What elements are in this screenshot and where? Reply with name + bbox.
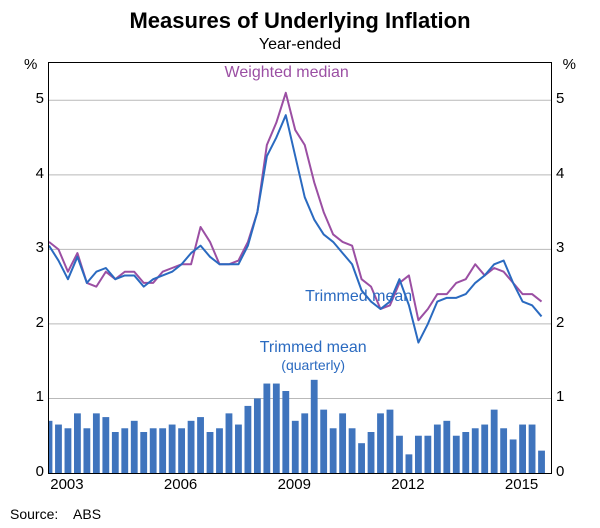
y-tick-right: 1: [556, 388, 600, 405]
x-tick-label: 2003: [50, 476, 83, 493]
y-tick-left: 3: [0, 239, 44, 256]
x-tick-label: 2009: [278, 476, 311, 493]
x-tick-label: 2006: [164, 476, 197, 493]
source-value: ABS: [73, 506, 101, 522]
chart-subtitle: Year-ended: [0, 34, 600, 54]
y-unit-right: %: [563, 56, 576, 73]
y-tick-right: 3: [556, 239, 600, 256]
y-tick-right: 0: [556, 463, 600, 480]
source-label: Source:: [10, 506, 58, 522]
x-tick-label: 2015: [505, 476, 538, 493]
inflation-chart: Measures of Underlying Inflation Year-en…: [0, 0, 600, 528]
chart-title: Measures of Underlying Inflation: [0, 0, 600, 34]
source-line: Source: ABS: [10, 506, 101, 522]
series-label: Trimmed mean(quarterly): [260, 339, 367, 373]
y-tick-right: 4: [556, 165, 600, 182]
y-tick-left: 5: [0, 90, 44, 107]
y-tick-right: 2: [556, 314, 600, 331]
y-tick-left: 4: [0, 165, 44, 182]
x-tick-label: 2012: [391, 476, 424, 493]
y-tick-left: 2: [0, 314, 44, 331]
plot-area: [48, 62, 552, 474]
y-tick-left: 0: [0, 463, 44, 480]
series-label: Trimmed mean: [305, 288, 412, 306]
y-tick-right: 5: [556, 90, 600, 107]
y-tick-left: 1: [0, 388, 44, 405]
y-unit-left: %: [24, 56, 37, 73]
series-label: Weighted median: [225, 64, 349, 82]
plot-svg: [49, 63, 551, 473]
